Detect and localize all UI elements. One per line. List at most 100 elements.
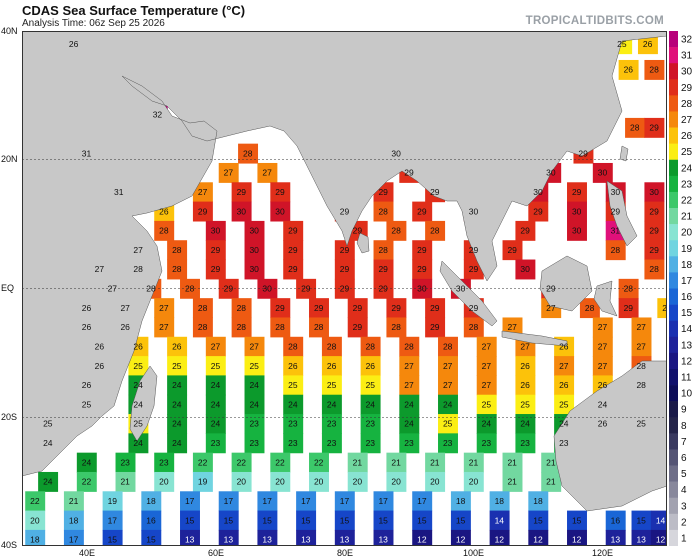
sst-value-label: 24 — [211, 399, 221, 409]
sst-cell — [373, 201, 394, 222]
sst-cell — [218, 162, 239, 183]
sst-cell — [192, 317, 213, 338]
sst-value-label: 12 — [572, 535, 582, 545]
sst-cell — [360, 356, 381, 377]
sst-value-label: 25 — [133, 419, 143, 429]
sst-value-label: 24 — [443, 399, 453, 409]
sst-value-label: 25 — [249, 361, 259, 371]
sst-value-label: 13 — [301, 535, 311, 545]
sst-cell — [167, 240, 188, 261]
sst-cell — [309, 317, 329, 338]
colorbar-swatch — [669, 320, 678, 338]
sst-value-label: 25 — [366, 380, 376, 390]
sst-cell — [257, 162, 278, 183]
sst-value-label: 21 — [546, 477, 556, 487]
sst-value-label: 20 — [430, 477, 440, 487]
sst-cell — [554, 356, 575, 377]
sst-value-label: 30 — [249, 226, 259, 236]
sst-cell — [515, 433, 536, 454]
colorbar-swatch — [669, 288, 678, 305]
sst-cell — [425, 220, 446, 241]
lon-label-80e: 80E — [337, 548, 354, 558]
sst-cell — [102, 510, 123, 531]
colorbar-swatch — [669, 368, 678, 386]
sst-cell — [360, 375, 381, 396]
sst-value-label: 28 — [275, 322, 285, 332]
sst-value-label: 30 — [572, 206, 582, 216]
sst-cell — [450, 491, 471, 512]
sst-cell — [283, 259, 304, 280]
sst-value-label: 26 — [559, 380, 569, 390]
land-australia — [553, 360, 667, 512]
colorbar-tick-label: 15 — [681, 308, 693, 319]
sst-value-label: 26 — [159, 206, 169, 216]
sst-cell — [167, 433, 188, 454]
sst-cell — [180, 529, 200, 546]
sst-value-label: 13 — [185, 535, 195, 545]
sst-cell — [554, 375, 575, 396]
colorbar-swatch — [669, 191, 678, 209]
sst-value-label: 28 — [159, 226, 169, 236]
sst-cell — [334, 240, 355, 261]
sst-cell — [476, 375, 497, 396]
sst-cell — [528, 491, 549, 512]
sst-cell — [283, 240, 304, 261]
sst-cell — [438, 394, 458, 415]
sst-value-label: 22 — [275, 457, 285, 467]
sst-cell — [141, 491, 162, 512]
sst-cell — [167, 336, 188, 357]
sst-value-label: 24 — [482, 419, 492, 429]
sst-cell — [180, 278, 200, 299]
sst-cell — [205, 336, 226, 357]
sst-value-label: 28 — [172, 264, 182, 274]
sst-value-label: 22 — [30, 496, 40, 506]
sst-value-label: 20 — [469, 477, 479, 487]
sst-value-label: 25 — [443, 419, 453, 429]
sst-value-label: 29 — [211, 245, 221, 255]
sst-value-label: 26 — [95, 361, 105, 371]
sst-cell — [631, 317, 652, 338]
sst-value-label: 21 — [430, 457, 440, 467]
sst-value-label: 21 — [507, 457, 517, 467]
sst-cell — [502, 471, 523, 492]
sst-cell — [192, 298, 213, 319]
land-sumatra — [439, 260, 498, 327]
colorbar-tick-label: 27 — [681, 115, 693, 126]
sst-value-label: 23 — [288, 438, 298, 448]
land-africa-arabia-asia — [22, 31, 667, 477]
sst-cell — [567, 510, 587, 531]
sst-cell — [244, 259, 265, 280]
colorbar-tick-label: 17 — [681, 276, 693, 287]
sst-cell — [180, 510, 200, 531]
sst-cell — [567, 182, 587, 203]
sst-cell — [63, 510, 84, 531]
sst-value-label: 32 — [153, 110, 163, 120]
sst-value-label: 17 — [185, 496, 195, 506]
lat-label-40s: 40S — [1, 540, 18, 550]
sst-cell — [244, 414, 265, 434]
sst-cell — [541, 471, 562, 492]
sst-value-label: 28 — [237, 303, 247, 313]
sst-value-label: 21 — [120, 477, 130, 487]
colorbar-swatch — [669, 127, 678, 144]
sst-value-label: 19 — [108, 496, 118, 506]
sst-value-label: 28 — [243, 148, 253, 158]
sst-value-label: 29 — [469, 245, 479, 255]
sst-value-label: 23 — [404, 438, 414, 448]
sst-value-label: 28 — [585, 303, 595, 313]
sst-cell — [605, 510, 626, 531]
sst-value-label: 29 — [340, 284, 350, 294]
sst-value-label: 17 — [340, 496, 350, 506]
sst-cell — [579, 298, 600, 319]
sst-cell — [360, 336, 381, 357]
sst-value-label: 24 — [559, 419, 569, 429]
sst-value-label: 15 — [456, 515, 466, 525]
colorbar-swatch — [669, 175, 678, 193]
sst-value-label: 20 — [159, 477, 169, 487]
sst-value-label: 28 — [327, 341, 337, 351]
sst-value-label: 19 — [198, 477, 208, 487]
sst-value-label: 28 — [624, 284, 634, 294]
sst-cell — [618, 298, 639, 319]
colorbar-swatch — [669, 272, 678, 289]
sst-value-label: 27 — [159, 303, 169, 313]
